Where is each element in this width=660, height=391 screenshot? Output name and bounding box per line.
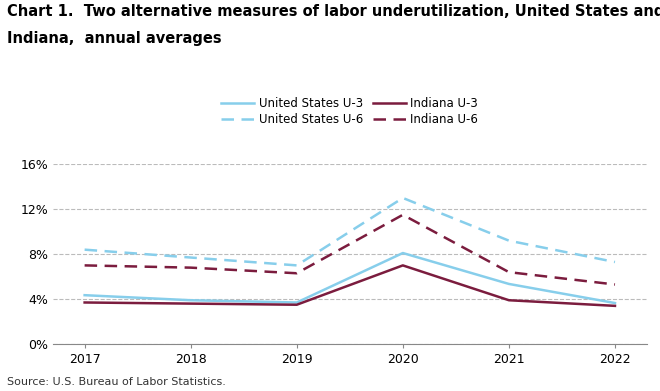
Text: Chart 1.  Two alternative measures of labor underutilization, United States and: Chart 1. Two alternative measures of lab… [7,4,660,19]
Text: Source: U.S. Bureau of Labor Statistics.: Source: U.S. Bureau of Labor Statistics. [7,377,226,387]
Legend: United States U-3, United States U-6, Indiana U-3, Indiana U-6: United States U-3, United States U-6, In… [216,92,483,131]
Text: Indiana,  annual averages: Indiana, annual averages [7,31,221,46]
